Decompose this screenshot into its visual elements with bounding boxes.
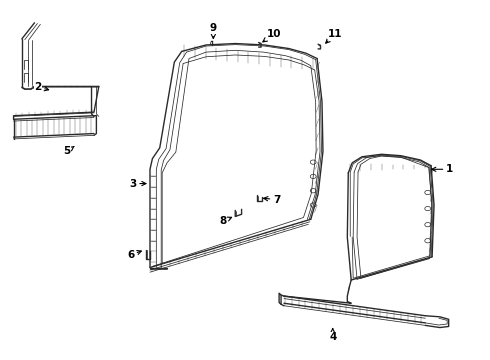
Text: 8: 8 [220, 216, 232, 226]
Text: 6: 6 [127, 250, 141, 260]
Text: 1: 1 [432, 164, 453, 174]
Text: 4: 4 [329, 328, 337, 342]
Text: 3: 3 [129, 179, 146, 189]
Text: 11: 11 [326, 28, 343, 43]
Text: 10: 10 [263, 28, 281, 42]
Text: 2: 2 [34, 82, 49, 92]
Text: 5: 5 [64, 147, 74, 157]
Text: 9: 9 [210, 23, 217, 39]
Text: 7: 7 [264, 195, 280, 204]
